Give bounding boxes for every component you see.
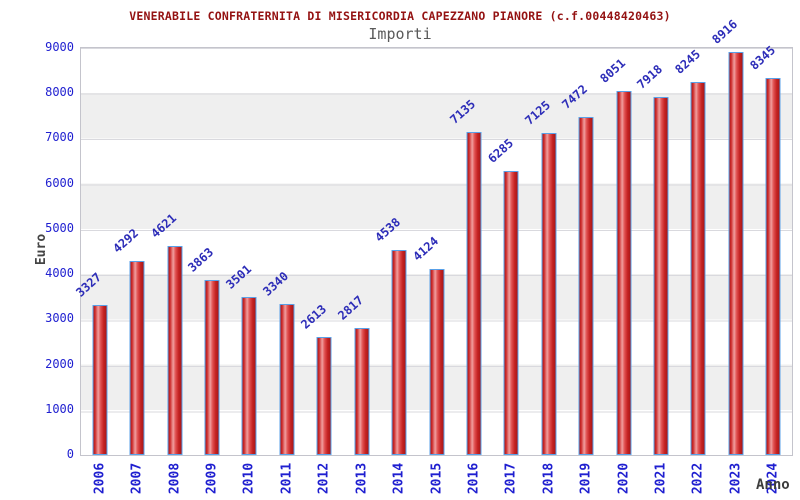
y-tick-label: 1000 [45,401,74,416]
bar-2008 [167,246,183,455]
bar-column: 8245 2022 [672,47,717,494]
x-tick-label: 2017 [503,462,519,495]
bar-column: 2817 2013 [335,48,380,494]
x-tick-label: 2018 [541,462,557,495]
bar-column: 7135 2016 [448,48,492,494]
x-axis-title: Anno [756,477,790,493]
bar-column: 3327 2006 [73,48,118,494]
bar-2021 [653,96,669,455]
bar-column: 4124 2015 [410,48,455,494]
chart-subtitle: Importi [368,25,432,43]
y-tick-label: 4000 [45,266,74,281]
bar-2019 [578,117,594,455]
x-tick-label: 2022 [690,462,706,495]
bar-2011 [279,304,295,455]
y-axis-title: Euro [34,233,50,266]
bar-column: 4538 2014 [373,48,417,494]
bar-column: 3863 2009 [186,48,230,494]
bar-2017 [503,170,519,455]
bar-2015 [429,268,444,455]
bar-column: 2613 2012 [298,48,343,494]
bar-2024 [765,77,781,455]
bar-value-label: 3327 [73,269,105,300]
bar-column: 8345 2024 [747,43,792,494]
y-tick-label: 0 [66,447,74,461]
x-tick-label: 2011 [279,462,295,495]
bar-column: 3501 2010 [223,48,268,494]
bar-column: 8916 2023 [709,17,754,494]
bars-row: 3327 2006 4292 2007 4621 2008 3863 2009 3501 2010… [73,17,792,494]
x-tick-label: 2019 [578,462,594,495]
x-tick-label: 2010 [241,462,257,495]
page-title: VENERABILE CONFRATERNITA DI MISERICORDIA… [129,9,671,23]
x-tick-label: 2016 [466,462,482,495]
bar-2006 [92,304,108,455]
x-tick-label: 2020 [616,462,632,495]
bar-column: 6285 2017 [485,48,530,494]
bar-2012 [316,336,332,455]
bar-column: 7472 2019 [560,48,604,494]
bar-2013 [354,327,370,455]
x-tick-label: 2015 [429,462,444,495]
bar-2020 [616,90,632,455]
x-tick-label: 2012 [316,462,332,495]
plot-area: 3327 2006 4292 2007 4621 2008 3863 2009 3501 2010… [73,17,793,494]
x-tick-label: 2006 [92,462,108,495]
bar-2007 [129,260,145,455]
bar-column: 4621 2008 [148,48,193,494]
x-tick-label: 2009 [204,462,220,495]
x-tick-label: 2008 [167,462,183,495]
y-tick-label: 2000 [45,356,74,371]
bar-2018 [541,132,557,455]
y-tick-label: 3000 [45,311,74,326]
bar-column: 7125 2018 [522,48,567,494]
y-tick-label: 7000 [45,130,74,145]
bar-2016 [466,132,482,455]
bar-2009 [204,280,220,455]
x-tick-label: 2013 [354,462,370,495]
y-tick-label: 8000 [45,85,74,100]
x-tick-label: 2023 [728,462,744,495]
bar-column: 3340 2011 [260,48,305,494]
bar-2010 [241,296,257,455]
y-tick-label: 5000 [45,220,74,235]
y-tick-label: 6000 [45,175,74,190]
x-tick-label: 2021 [653,462,669,495]
bar-column: 8051 2020 [597,48,642,494]
y-tick-label: 9000 [45,40,74,54]
bar-column: 7918 2021 [635,48,679,494]
x-tick-label: 2007 [129,462,145,495]
bar-2023 [728,51,744,455]
bar-2022 [690,82,706,455]
bar-2014 [391,249,407,455]
x-tick-label: 2014 [391,462,407,495]
bar-column: 4292 2007 [111,48,155,494]
